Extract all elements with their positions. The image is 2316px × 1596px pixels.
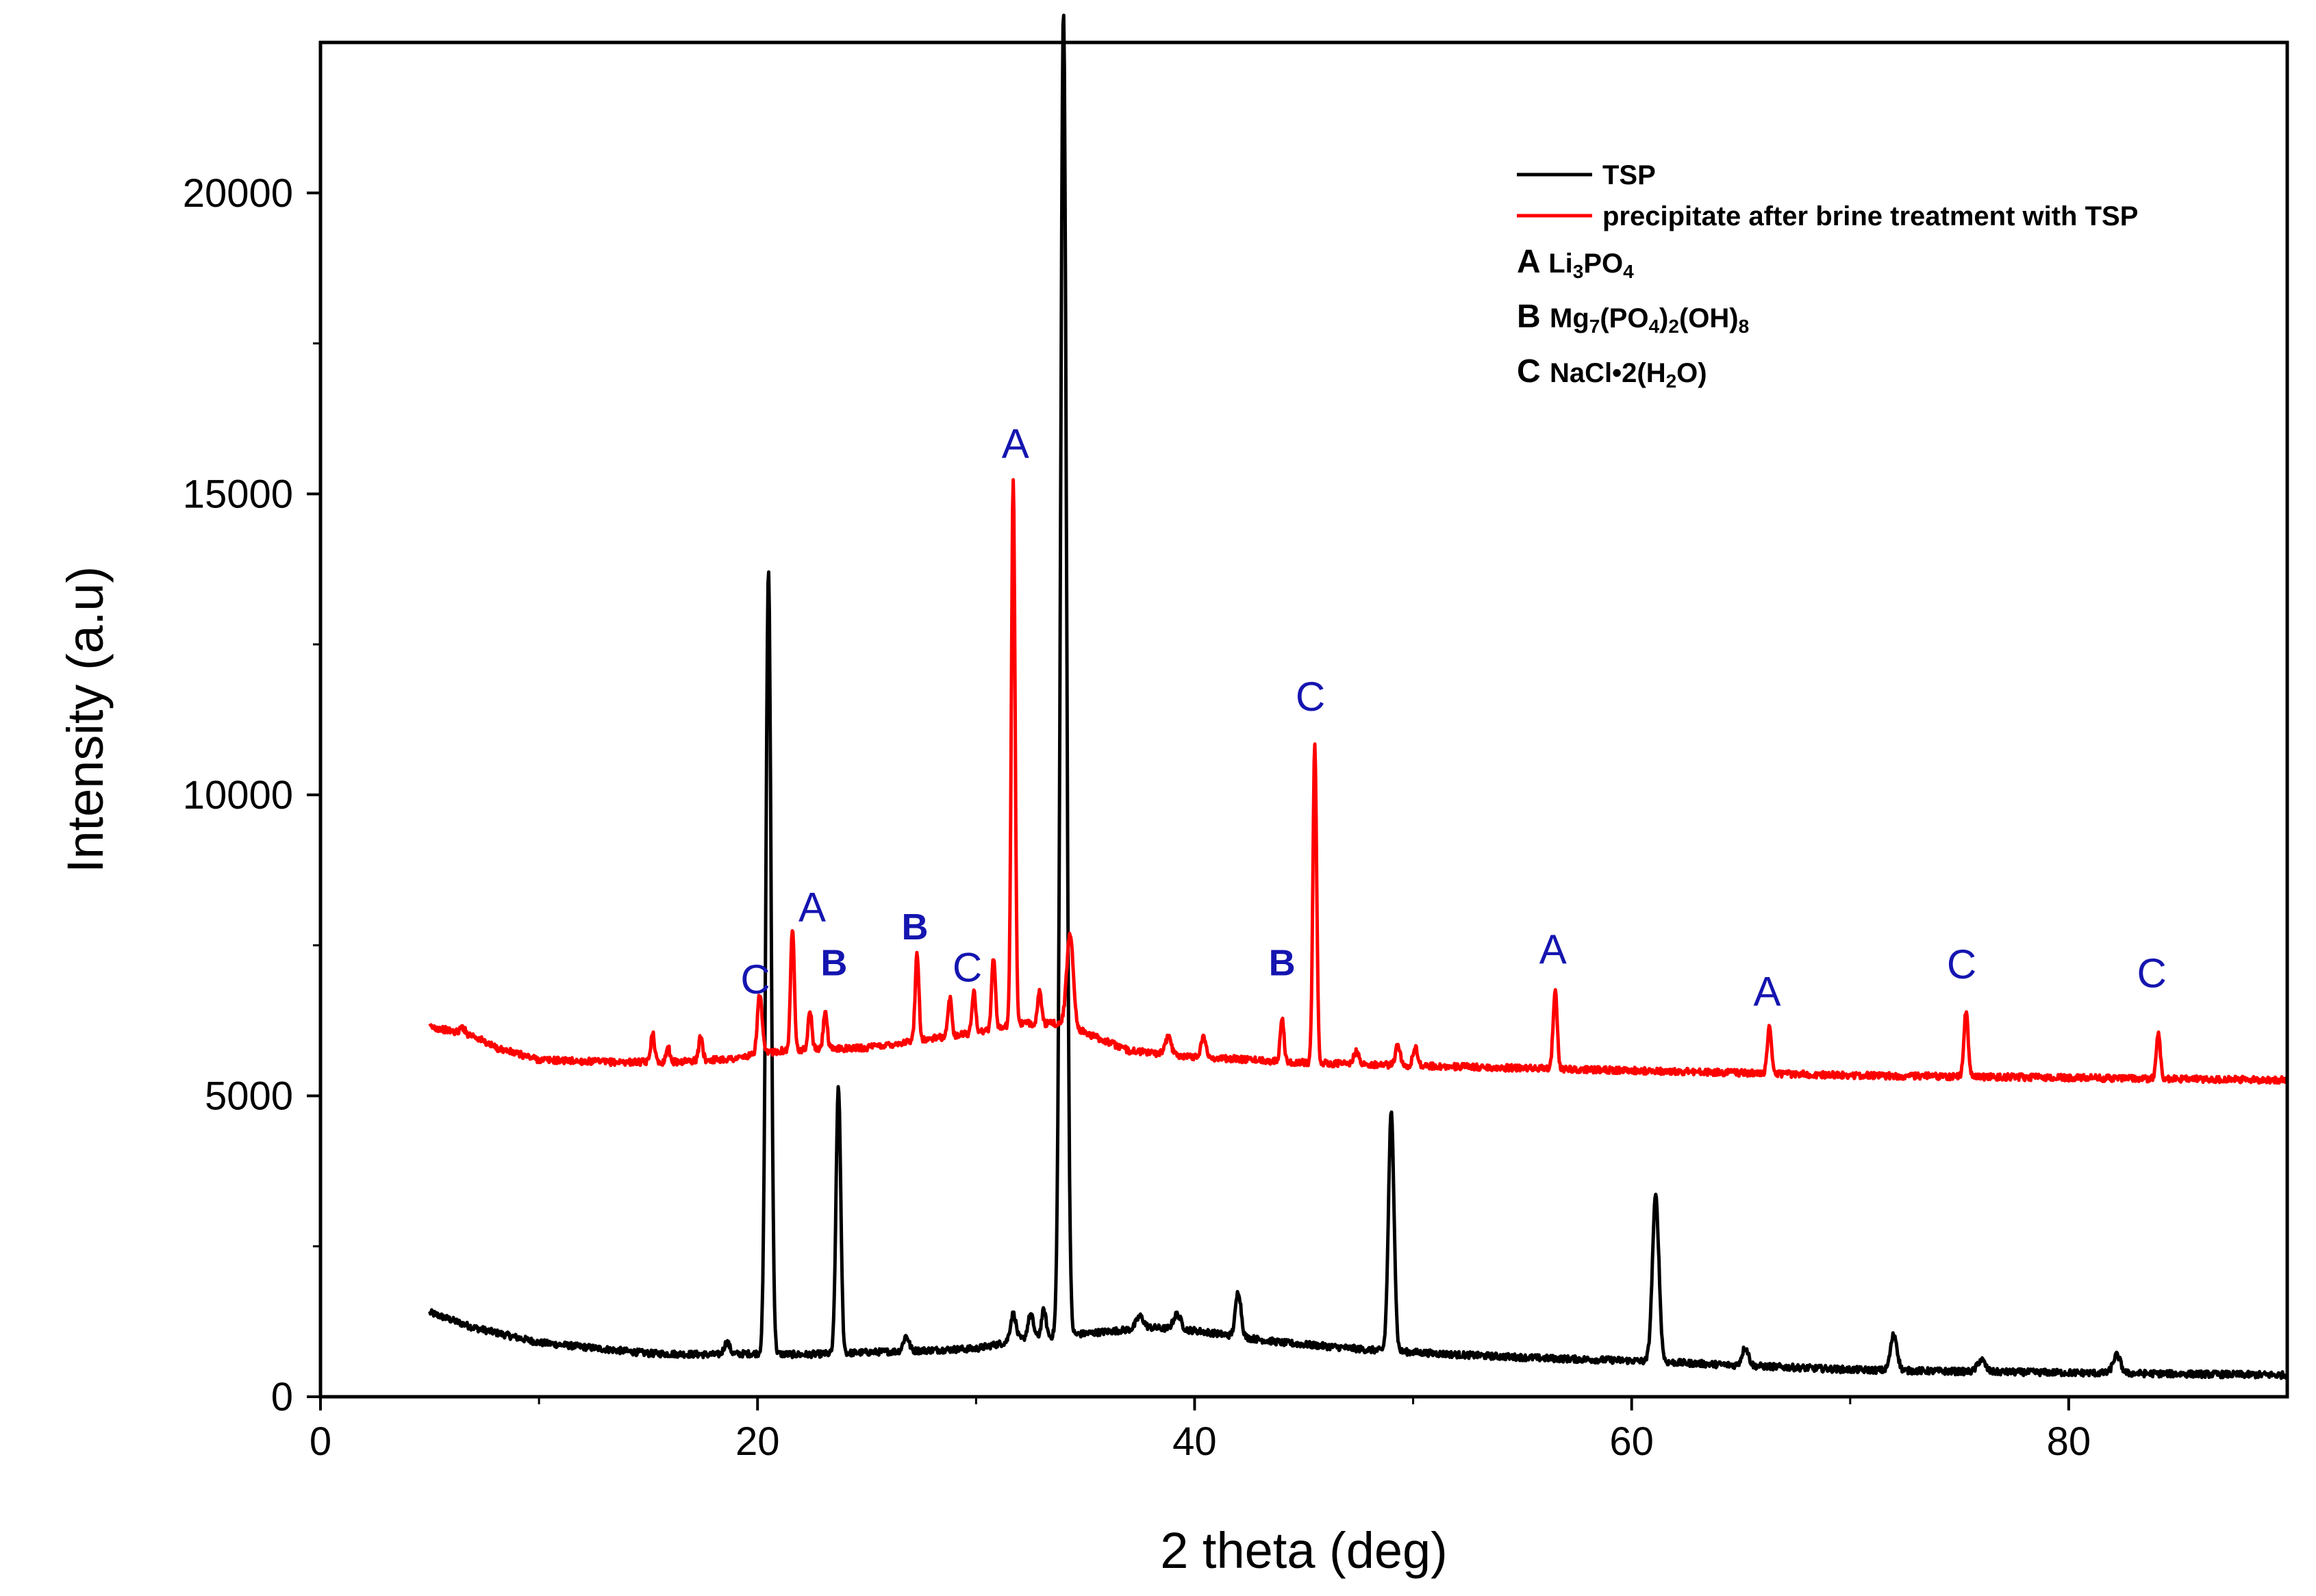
y-tick-label: 0 [271,1375,293,1419]
y-tick-label: 15000 [183,472,293,516]
y-tick-label: 10000 [183,773,293,818]
series-line-precipitate [428,478,2289,1085]
peak-label: C [2137,950,2166,996]
phase-key-entry: C NaCl•2(H2O) [1517,353,1707,392]
series-line-tsp [428,13,2289,1380]
peak-label: B [820,943,847,984]
phase-letter: B [1517,299,1550,335]
y-axis-label: Intensity (a.u) [57,566,114,873]
phase-key-entry: B Mg7(PO4)2(OH)8 [1517,299,1749,337]
peak-label: A [1754,969,1781,1015]
peak-label: B [1269,943,1296,984]
x-tick-label: 20 [735,1419,780,1464]
peak-label: C [953,944,982,990]
phase-letter: C [1517,353,1550,390]
axis-ticks: 0 20 40 60 80 0 5000 10000 15000 20000 [183,171,2091,1464]
x-axis-label: 2 theta (deg) [1160,1522,1448,1579]
peak-label: B [901,907,928,948]
legend-label: TSP [1602,160,1656,190]
peak-label: C [1947,941,1976,987]
plot-frame [318,40,2289,1399]
legend: TSP precipitate after brine treatment wit… [1517,160,2138,392]
x-tick-label: 80 [2047,1419,2091,1464]
phase-key-entry: A Li3PO4 [1517,244,1634,282]
peak-label: A [1002,421,1029,467]
x-tick-label: 0 [310,1419,331,1464]
peak-label: A [798,885,826,930]
peak-label: A [1539,926,1567,972]
phase-letter: A [1517,244,1548,280]
peak-label: C [1296,674,1325,720]
y-tick-label: 20000 [183,171,293,216]
y-tick-label: 5000 [205,1074,293,1118]
peak-label: C [740,957,770,1002]
x-tick-label: 40 [1172,1419,1217,1464]
x-tick-label: 60 [1609,1419,1654,1464]
series-layer [428,13,2289,1380]
legend-label: precipitate after brine treatment with T… [1602,201,2138,231]
